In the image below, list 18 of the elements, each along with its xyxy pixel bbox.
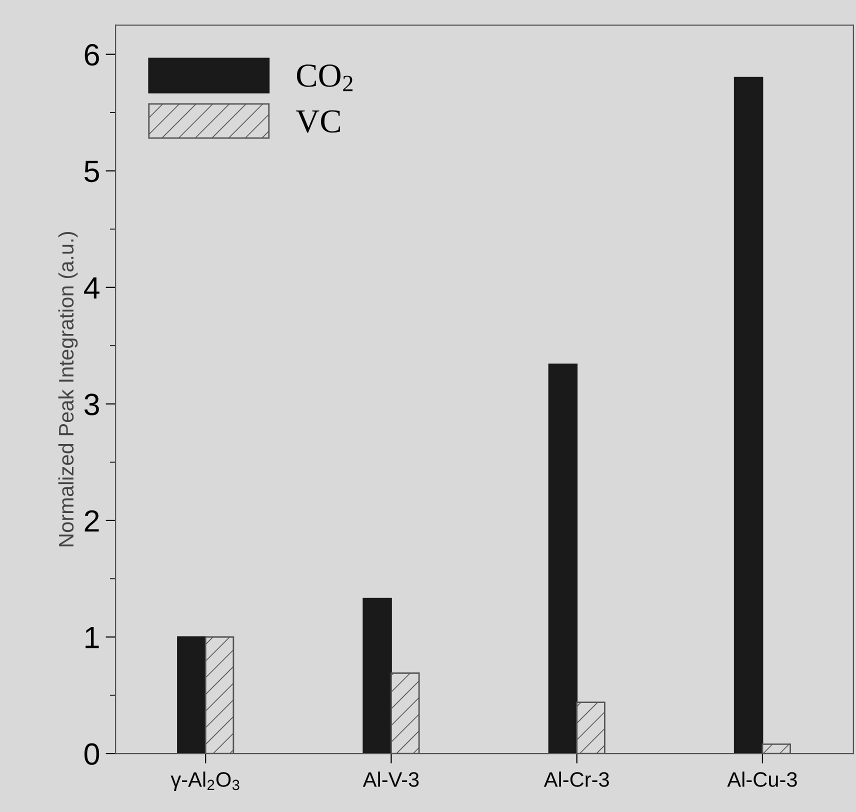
- bar: [177, 636, 206, 754]
- x-tick-label: Al-V-3: [362, 772, 419, 787]
- y-tick-label: 4: [84, 277, 100, 298]
- bar: [362, 598, 392, 754]
- legend-label: CO$_{2}$: [296, 64, 353, 92]
- bar: [548, 364, 578, 754]
- y-tick-label: 5: [84, 160, 100, 182]
- y-tick-label: 2: [84, 510, 99, 532]
- y-tick-label: 0: [84, 743, 100, 765]
- y-axis-title: Normalized Peak Integration (a.u.): [58, 232, 78, 546]
- x-tick-label: γ-Al$_{2}$O$_{3}$: [170, 772, 240, 791]
- y-tick-label: 1: [86, 627, 99, 648]
- legend-label: VC: [296, 110, 340, 133]
- x-tick-label: Al-Cu-3: [727, 772, 797, 787]
- y-tick-label: 3: [84, 394, 99, 416]
- x-tick-label: Al-Cr-3: [544, 772, 609, 787]
- bar: [734, 76, 764, 754]
- y-tick-label: 6: [84, 44, 99, 66]
